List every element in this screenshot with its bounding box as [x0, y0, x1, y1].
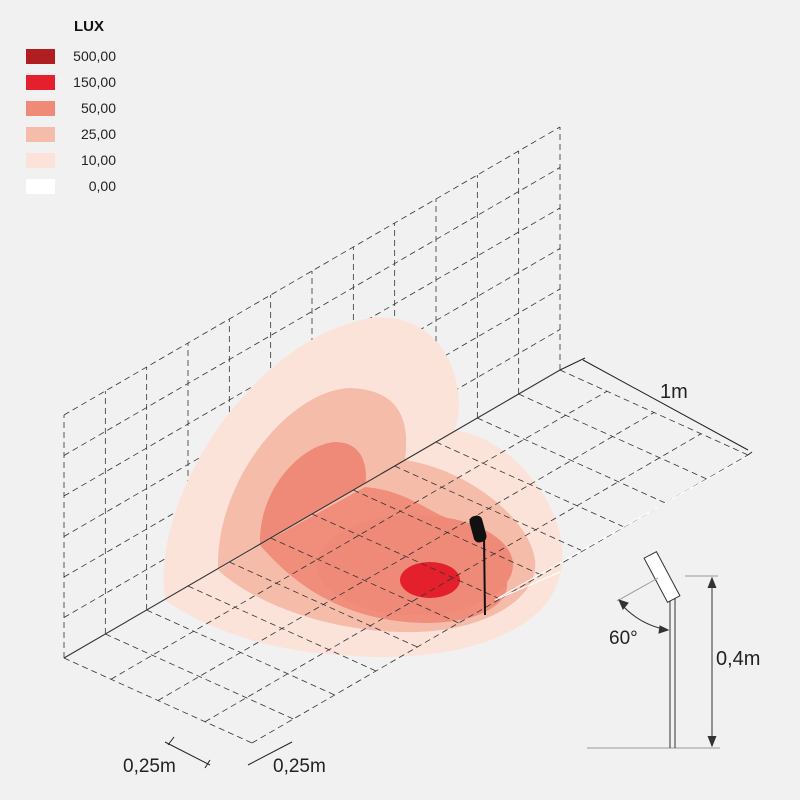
legend-label: 500,00 — [73, 48, 116, 64]
legend-swatch — [26, 178, 55, 194]
floor-grid-line — [477, 417, 666, 504]
angle-label: 60° — [609, 628, 638, 649]
legend-item: 500,00 — [26, 43, 116, 69]
floor-grid-line — [311, 513, 501, 600]
wall-base-line — [63, 369, 561, 659]
floor-grid-line — [157, 412, 655, 701]
legend-item: 50,00 — [26, 95, 116, 121]
wall-contour-50 — [259, 442, 366, 545]
legend-swatch — [26, 126, 55, 142]
legend-label: 25,00 — [80, 126, 116, 142]
legend-label: 10,00 — [80, 152, 116, 168]
dimension-1m: 1m — [497, 357, 753, 599]
wall-grid-horizontal — [63, 288, 561, 578]
legend-item: 150,00 — [26, 69, 116, 95]
floor-grid-line — [105, 633, 294, 720]
legend-item: 10,00 — [26, 147, 116, 173]
luminaire — [469, 515, 561, 616]
wall-grid-horizontal — [63, 248, 561, 537]
wall-grid-horizontal — [63, 207, 561, 497]
legend-label: 150,00 — [73, 74, 116, 90]
legend-swatch — [26, 100, 55, 116]
legend-swatch — [26, 48, 55, 64]
floor-grid-line — [204, 433, 702, 723]
legend-label: 0,00 — [88, 178, 116, 194]
side-view: 0,4m 60° — [587, 550, 760, 749]
height-label: 0,4m — [716, 648, 760, 670]
wall-grid-horizontal — [63, 167, 561, 456]
legend-item: 25,00 — [26, 121, 116, 147]
legend: LUX 500,00 150,00 50,00 25,00 10,00 0,00 — [26, 18, 116, 199]
wall-grid-horizontal — [63, 126, 561, 416]
legend-title: LUX — [74, 18, 104, 35]
legend-swatch — [26, 152, 55, 168]
grid-overlay — [63, 369, 749, 744]
dimension-x-label: 0,25m — [123, 756, 176, 777]
dimension-y-label: 0,25m — [273, 756, 326, 777]
floor-contour-150 — [400, 562, 460, 598]
angle-arrow — [618, 599, 670, 634]
dimension-grid: 0,25m 0,25m — [123, 736, 326, 777]
beam-line — [494, 571, 561, 601]
floor-grid-line — [270, 537, 459, 624]
legend-item: 0,00 — [26, 173, 116, 199]
wall-grid-horizontal — [63, 329, 561, 618]
dimension-1m-label: 1m — [660, 381, 688, 403]
legend-swatch — [26, 74, 55, 90]
legend-label: 50,00 — [80, 100, 116, 116]
floor-grid-line — [110, 390, 608, 680]
floor-grid-line — [251, 454, 749, 744]
wall-contours — [163, 317, 459, 600]
